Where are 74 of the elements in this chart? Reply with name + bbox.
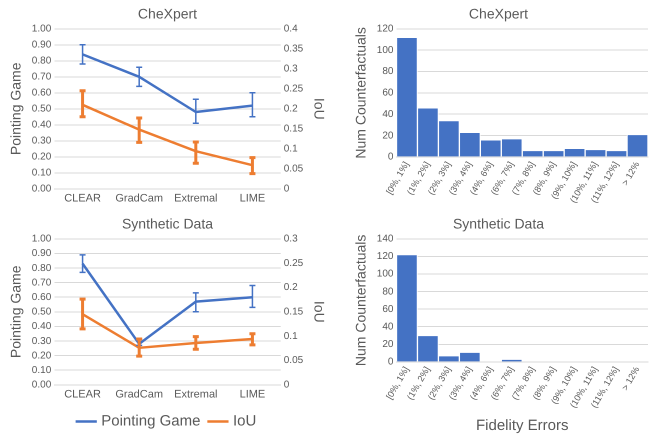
x-tick-label: Extremal (174, 388, 218, 400)
y-tick-label: 0.80 (32, 262, 52, 274)
y-tick-label: 0.10 (32, 364, 52, 376)
y-tick-label: 0.30 (32, 136, 52, 147)
x-tick-label: GradCam (115, 388, 164, 400)
y-tick-label: 20 (382, 339, 394, 350)
x-tick-label: Extremal (174, 192, 218, 204)
y-axis-title: Pointing Game (7, 62, 24, 156)
y-tick-label: 80 (382, 66, 394, 78)
y2-tick-label: 0 (284, 184, 290, 195)
y-tick-label: 0.50 (32, 306, 52, 318)
y2-tick-label: 0.05 (284, 164, 304, 175)
y-tick-label: 0.90 (32, 40, 52, 51)
y-tick-label: 0.50 (32, 104, 52, 115)
y2-tick-label: 0.25 (284, 84, 304, 95)
y-tick-label: 0.40 (32, 321, 52, 332)
y2-tick-label: 0.3 (284, 64, 298, 75)
y-tick-label: 0 (388, 152, 394, 163)
y2-axis-title: IoU (312, 98, 328, 120)
x-tick-label: LIME (240, 388, 266, 400)
y-tick-label: 1.00 (32, 234, 52, 245)
y-tick-label: 0.20 (32, 152, 52, 163)
y-tick-label: 0.40 (32, 120, 52, 131)
y2-tick-label: 0.35 (284, 44, 304, 55)
y-tick-label: 0.00 (32, 184, 52, 195)
x-tick-label: LIME (240, 192, 266, 204)
y-tick-label: 0.30 (32, 336, 52, 347)
x-tick-label: CLEAR (64, 192, 101, 204)
chart-title: Synthetic Data (122, 215, 214, 232)
y2-tick-label: 0.05 (284, 355, 304, 366)
y-tick-label: 80 (382, 286, 394, 298)
chart-title: CheXpert (138, 5, 198, 22)
x-tick-label: CLEAR (64, 388, 101, 400)
y-tick-label: 0.80 (32, 56, 52, 67)
y2-tick-label: 0.3 (284, 234, 298, 245)
y-tick-label: 60 (382, 304, 394, 315)
y-tick-label: 120 (376, 24, 394, 35)
y-tick-label: 100 (376, 268, 394, 280)
y2-tick-label: 0.2 (284, 104, 298, 115)
y-tick-label: 120 (376, 251, 394, 262)
y-tick-label: 0.00 (32, 380, 52, 391)
y-tick-label: 0.70 (32, 277, 52, 288)
y-tick-label: 140 (376, 234, 394, 245)
chart-title: Synthetic Data (452, 215, 544, 232)
y-tick-label: 40 (382, 321, 394, 332)
legend-label: Pointing Game (101, 412, 200, 430)
y-tick-label: 0 (388, 356, 394, 368)
legend-label: IoU (232, 412, 256, 430)
y-tick-label: 0.60 (32, 88, 52, 99)
y-tick-label: 60 (382, 88, 394, 99)
x-tick-label: GradCam (115, 192, 164, 204)
y-tick-label: 20 (382, 130, 394, 142)
y2-tick-label: 0.1 (284, 144, 298, 155)
y2-tick-label: 0 (284, 380, 290, 391)
y-tick-label: 0.60 (32, 292, 52, 303)
y2-tick-label: 0.15 (284, 306, 304, 318)
y2-tick-label: 0.15 (284, 124, 304, 135)
y2-tick-label: 0.1 (284, 330, 298, 342)
y2-tick-label: 0.2 (284, 282, 298, 294)
y-tick-label: 40 (382, 108, 394, 120)
x-axis-title: Fidelity Errors (476, 417, 568, 434)
y2-tick-label: 0.4 (284, 24, 298, 35)
y-tick-label: 0.70 (32, 72, 52, 83)
y-axis-title: Num Counterfactuals (352, 27, 368, 159)
y-tick-label: 0.90 (32, 248, 52, 260)
y-axis-title: Pointing Game (7, 265, 24, 358)
y-tick-label: 0.10 (32, 168, 52, 179)
y2-tick-label: 0.25 (284, 258, 304, 269)
y-tick-label: 1.00 (32, 24, 52, 35)
y-axis-title: Num Counterfactuals (352, 234, 368, 366)
y-tick-label: 100 (376, 44, 394, 56)
chart-title: CheXpert (468, 5, 528, 22)
y-tick-label: 0.20 (32, 350, 52, 362)
y2-axis-title: IoU (312, 300, 328, 323)
